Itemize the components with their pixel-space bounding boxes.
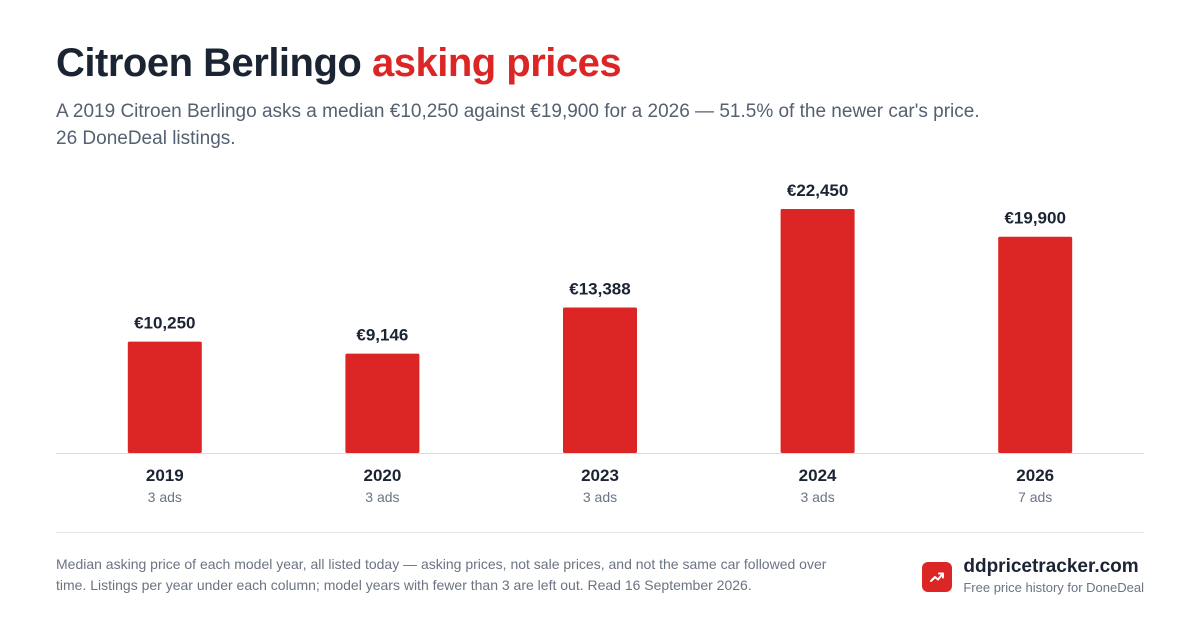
trending-up-icon <box>922 562 953 592</box>
title-main: Citroen Berlingo <box>56 41 362 85</box>
tick-label-2019: 2019 <box>146 466 184 485</box>
value-label-2024: €22,450 <box>787 181 848 200</box>
ad-count-2026: 7 ads <box>1018 489 1052 505</box>
subtitle-line1: A 2019 Citroen Berlingo asks a median €1… <box>56 101 980 122</box>
value-label-2023: €13,388 <box>569 279 630 298</box>
ad-count-2019: 3 ads <box>148 489 182 505</box>
tick-label-2023: 2023 <box>581 466 619 485</box>
brand-tagline: Free price history for DoneDeal <box>963 580 1144 595</box>
value-label-2020: €9,146 <box>356 326 408 345</box>
footnote-line1: Median asking price of each model year, … <box>56 556 827 572</box>
bar-2024 <box>780 208 855 453</box>
value-label-2026: €19,900 <box>1004 209 1065 228</box>
ad-count-2024: 3 ads <box>800 489 834 505</box>
tick-label-2024: 2024 <box>799 466 837 485</box>
brand[interactable]: ddpricetracker.com Free price history fo… <box>922 556 1144 598</box>
page-subtitle: A 2019 Citroen Berlingo asks a median €1… <box>56 98 1116 152</box>
title-accent: asking prices <box>371 41 622 85</box>
chart-bars: €10,250 2019 3 ads €9,146 2020 3 ads €13,388 20… <box>127 181 1073 505</box>
tick-label-2026: 2026 <box>1016 466 1054 485</box>
bar-2020 <box>345 353 420 453</box>
subtitle-line2: 26 DoneDeal listings. <box>56 128 236 149</box>
bar-2019 <box>127 341 202 453</box>
footnote: Median asking price of each model year, … <box>56 554 876 596</box>
footnote-line2: time. Listings per year under each colum… <box>56 577 752 593</box>
value-label-2019: €10,250 <box>134 314 195 333</box>
brand-text: ddpricetracker.com Free price history fo… <box>963 556 1144 598</box>
bar-2026 <box>998 236 1073 453</box>
tick-label-2020: 2020 <box>363 466 401 485</box>
page-title: Citroen Berlingo asking prices <box>56 38 622 88</box>
ad-count-2023: 3 ads <box>583 489 617 505</box>
bar-2023 <box>563 307 637 453</box>
footer-divider <box>56 532 1144 533</box>
brand-name[interactable]: ddpricetracker.com <box>963 556 1139 577</box>
ad-count-2020: 3 ads <box>365 489 399 505</box>
